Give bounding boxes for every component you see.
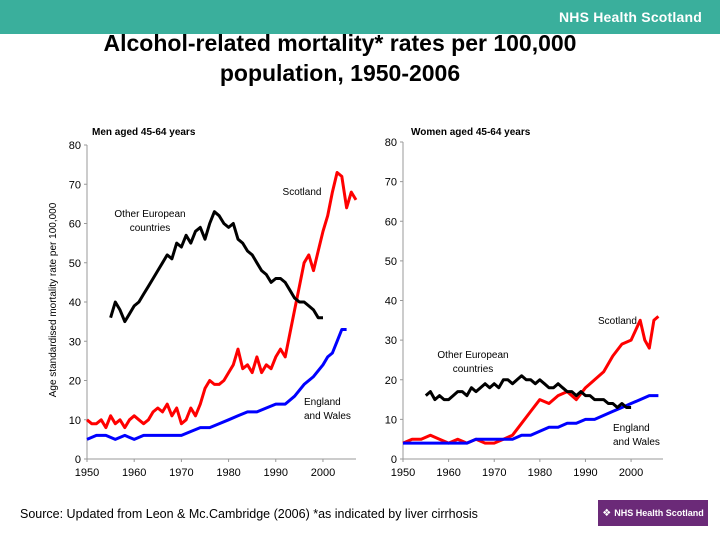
y-tick-label: 60 xyxy=(385,216,397,228)
series-annotation: Scotland xyxy=(598,316,637,327)
series-annotation: Other European xyxy=(437,350,508,361)
y-tick-label: 70 xyxy=(385,177,397,189)
series-line-england-and-wales xyxy=(403,394,659,445)
panel-title-1: Men aged 45-64 years xyxy=(92,127,196,138)
series-line-scotland xyxy=(86,171,358,430)
title-line-2: population, 1950-2006 xyxy=(219,60,461,86)
x-tick-label: 2000 xyxy=(619,467,643,479)
y-tick-label: 40 xyxy=(69,297,81,309)
brand-badge: ❖ NHS Health Scotland xyxy=(598,500,708,526)
x-tick-label: 1980 xyxy=(528,467,552,479)
x-tick-label: 2000 xyxy=(311,467,335,479)
y-tick-label: 40 xyxy=(385,296,397,308)
y-tick-label: 30 xyxy=(69,336,81,348)
series-annotation: England xyxy=(304,397,341,408)
y-tick-label: 20 xyxy=(385,375,397,387)
x-tick-label: 1980 xyxy=(216,467,240,479)
panel-title-2: Women aged 45-64 years xyxy=(411,127,531,138)
nhs-logo-icon: ❖ xyxy=(602,507,612,519)
x-tick-label: 1990 xyxy=(264,467,288,479)
brand-name: NHS Health Scotland xyxy=(558,9,702,25)
y-tick-label: 10 xyxy=(385,414,397,426)
series-annotation: England xyxy=(613,423,650,434)
x-tick-label: 1990 xyxy=(573,467,597,479)
series-line-other-european-countries xyxy=(109,210,323,324)
series-annotation: countries xyxy=(453,364,494,375)
header-bar: NHS Health Scotland xyxy=(0,0,720,34)
x-tick-label: 1950 xyxy=(391,467,415,479)
y-tick-label: 50 xyxy=(385,256,397,268)
series-annotation: and Wales xyxy=(304,411,351,422)
brand-badge-label: NHS Health Scotland xyxy=(614,508,704,518)
x-tick-label: 1970 xyxy=(169,467,193,479)
page-title: Alcohol-related mortality* rates per 100… xyxy=(40,28,640,88)
y-tick-label: 60 xyxy=(69,219,81,231)
y-tick-label: 30 xyxy=(385,335,397,347)
y-tick-label: 70 xyxy=(69,179,81,191)
y-tick-label: 20 xyxy=(69,376,81,388)
y-axis-label: Age standardised mortality rate per 100,… xyxy=(48,202,59,397)
y-tick-label: 10 xyxy=(69,415,81,427)
title-line-1: Alcohol-related mortality* rates per 100… xyxy=(103,30,577,56)
x-tick-label: 1960 xyxy=(436,467,460,479)
x-tick-label: 1950 xyxy=(75,467,99,479)
x-tick-label: 1960 xyxy=(122,467,146,479)
source-note: Source: Updated from Leon & Mc.Cambridge… xyxy=(20,507,478,521)
y-tick-label: 80 xyxy=(69,140,81,152)
y-tick-label: 50 xyxy=(69,258,81,270)
series-annotation: and Wales xyxy=(613,437,660,448)
y-tick-label: 80 xyxy=(385,137,397,149)
series-line-other-european-countries xyxy=(424,374,632,409)
x-tick-label: 1970 xyxy=(482,467,506,479)
series-annotation: countries xyxy=(130,223,171,234)
y-tick-label: 0 xyxy=(391,454,397,466)
series-annotation: Other European xyxy=(114,209,185,220)
y-tick-label: 0 xyxy=(75,454,81,466)
series-annotation: Scotland xyxy=(283,187,322,198)
series-line-england-and-wales xyxy=(86,328,347,441)
